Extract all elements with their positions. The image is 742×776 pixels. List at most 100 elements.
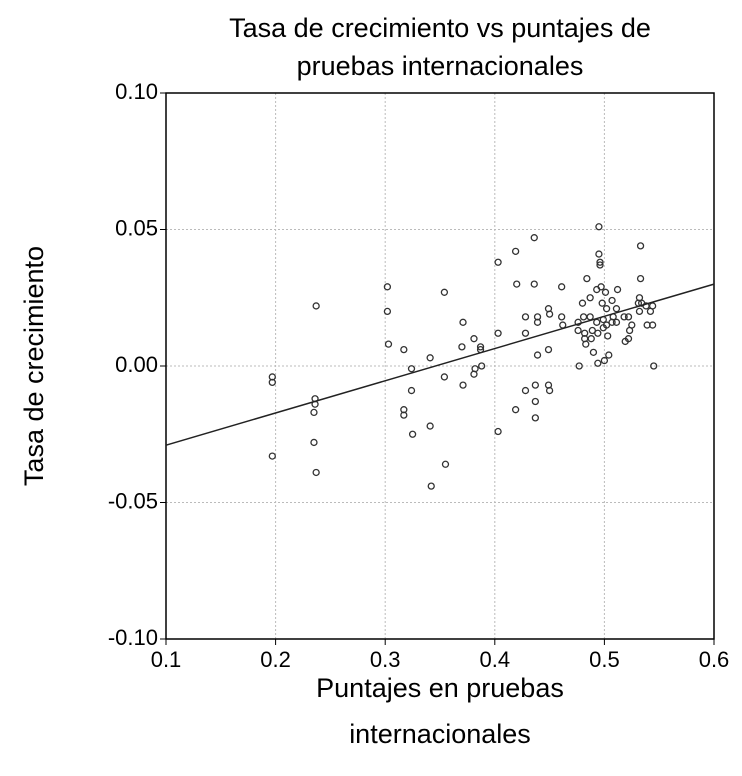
point: [598, 299, 606, 307]
point: [648, 302, 657, 310]
x-tick-label: 0.2: [260, 647, 291, 672]
point: [594, 329, 602, 337]
point: [559, 321, 567, 329]
point: [477, 362, 486, 370]
point: [628, 321, 636, 329]
point: [494, 329, 502, 337]
point: [586, 313, 594, 321]
point: [458, 343, 466, 351]
point: [558, 283, 566, 291]
point: [544, 345, 553, 354]
point: [608, 318, 616, 326]
point: [521, 329, 530, 337]
point: [407, 386, 416, 395]
point: [531, 397, 540, 406]
point: [650, 362, 658, 370]
trend-line: [165, 283, 715, 446]
point: [440, 373, 449, 381]
x-tick-label: 0.5: [589, 647, 620, 672]
point: [612, 318, 621, 326]
point: [648, 321, 657, 329]
point: [383, 307, 392, 316]
point: [470, 370, 478, 378]
point: [601, 288, 610, 296]
point: [624, 313, 633, 321]
point: [596, 261, 604, 269]
point: [441, 460, 450, 468]
point: [521, 386, 530, 395]
point: [574, 318, 582, 326]
point: [533, 318, 542, 326]
point: [588, 326, 596, 335]
y-axis-label: Tasa de crecimiento: [19, 246, 49, 486]
point: [595, 250, 603, 258]
point: [602, 321, 611, 329]
point: [574, 326, 582, 335]
point: [426, 354, 434, 362]
point: [600, 356, 609, 365]
point: [604, 332, 612, 340]
point: [579, 313, 588, 321]
point: [636, 242, 645, 250]
y-tick-label: 0.00: [115, 352, 158, 377]
plot-frame: [165, 92, 715, 640]
y-tick-label: 0.05: [115, 215, 158, 240]
y-tick-label: -0.10: [108, 625, 158, 650]
point: [494, 258, 502, 266]
point: [624, 335, 633, 343]
point: [586, 294, 594, 302]
point: [578, 299, 587, 307]
point: [608, 296, 616, 305]
point: [605, 351, 613, 359]
point: [383, 283, 392, 291]
point: [459, 318, 467, 326]
x-tick-label: 0.1: [151, 647, 182, 672]
point: [384, 340, 393, 348]
point: [558, 313, 566, 321]
point: [575, 362, 583, 370]
point: [408, 430, 417, 438]
point: [494, 427, 502, 436]
point: [589, 348, 598, 357]
x-axis-label: internacionales: [349, 719, 531, 749]
x-tick-label: 0.4: [480, 647, 511, 672]
chart-title: Tasa de crecimiento vs puntajes de: [229, 13, 651, 43]
point: [268, 378, 276, 387]
point: [582, 340, 590, 348]
y-tick-label: -0.05: [108, 488, 158, 513]
point: [426, 422, 434, 430]
point: [593, 318, 601, 326]
point: [530, 234, 538, 242]
point: [511, 406, 520, 414]
point: [612, 305, 621, 313]
point: [310, 438, 318, 447]
point: [545, 386, 554, 395]
point: [312, 468, 320, 477]
chart-title: pruebas internacionales: [297, 51, 584, 81]
point: [613, 285, 622, 294]
point: [407, 365, 416, 373]
point: [400, 411, 408, 419]
point: [620, 313, 628, 321]
x-axis-label: Puntajes en pruebas: [316, 673, 564, 703]
point: [511, 247, 520, 255]
point: [596, 258, 604, 266]
point: [597, 283, 605, 291]
point: [312, 302, 320, 310]
y-tick-label: 0.10: [115, 79, 158, 104]
point: [476, 343, 485, 351]
point: [400, 345, 408, 354]
point: [440, 288, 449, 296]
point: [636, 274, 645, 283]
point: [459, 381, 467, 389]
x-tick-label: 0.3: [370, 647, 401, 672]
point: [531, 381, 540, 389]
point: [531, 414, 540, 422]
point: [427, 482, 435, 490]
point: [602, 305, 611, 313]
point: [587, 335, 595, 343]
point: [545, 310, 554, 318]
point: [470, 335, 478, 343]
point: [635, 307, 644, 316]
